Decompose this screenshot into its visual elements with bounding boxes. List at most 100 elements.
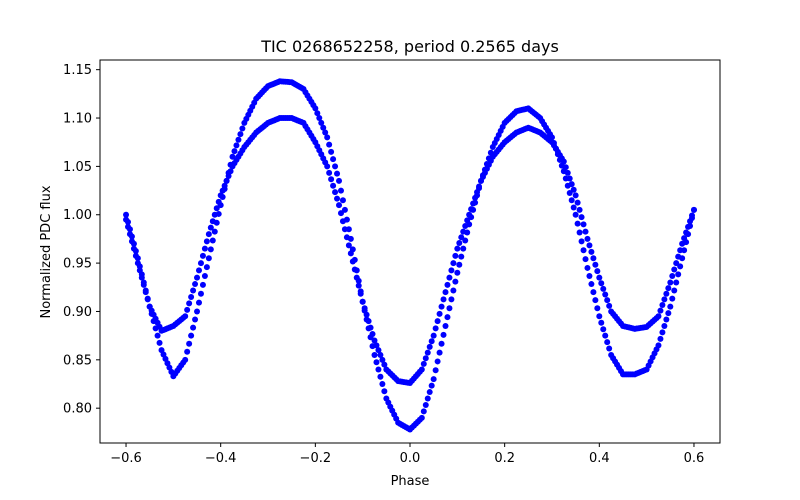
data-point-series-2 <box>142 287 149 294</box>
data-point-series-2 <box>336 177 343 184</box>
data-point-series-2 <box>126 226 133 233</box>
data-point-series-1 <box>452 252 459 259</box>
data-point-series-1 <box>604 297 611 304</box>
data-point-series-2 <box>330 156 337 163</box>
data-point-series-1 <box>207 224 214 231</box>
data-point-series-2 <box>215 210 222 217</box>
data-point-series-2 <box>454 269 461 276</box>
data-point-series-1 <box>336 202 343 209</box>
data-point-series-2 <box>477 177 484 184</box>
data-point-series-2 <box>381 388 388 395</box>
data-point-series-1 <box>192 281 199 288</box>
data-point-series-2 <box>136 263 143 270</box>
data-point-series-2 <box>231 148 238 155</box>
data-point-series-2 <box>566 189 573 196</box>
data-point-series-1 <box>659 302 666 309</box>
data-point-series-1 <box>438 303 445 310</box>
data-point-series-1 <box>188 293 195 300</box>
data-point-series-1 <box>582 228 589 235</box>
data-point-series-1 <box>430 332 437 339</box>
data-point-series-2 <box>322 129 329 136</box>
data-point-series-2 <box>345 226 352 233</box>
data-point-series-2 <box>326 141 333 148</box>
data-point-series-2 <box>353 267 360 274</box>
data-point-series-2 <box>685 231 692 238</box>
data-point-series-1 <box>667 279 674 286</box>
data-point-series-1 <box>379 356 386 363</box>
plot-area <box>99 59 721 444</box>
data-point-series-1 <box>442 289 449 296</box>
data-point-series-2 <box>197 290 204 297</box>
data-point-series-2 <box>357 288 364 295</box>
data-point-series-2 <box>237 131 244 138</box>
data-point-series-2 <box>235 136 242 143</box>
data-point-series-1 <box>436 310 443 317</box>
data-point-series-1 <box>377 351 384 358</box>
data-point-series-2 <box>424 395 431 402</box>
data-point-series-2 <box>558 162 565 169</box>
data-point-series-2 <box>655 342 662 349</box>
data-point-series-1 <box>657 307 664 314</box>
y-tick-label: 1.05 <box>63 160 92 175</box>
data-point-series-1 <box>661 296 668 303</box>
data-point-series-1 <box>665 285 672 292</box>
data-point-series-1 <box>326 169 333 176</box>
data-point-series-1 <box>588 248 595 255</box>
data-point-series-2 <box>219 194 226 201</box>
data-point-series-2 <box>606 345 613 352</box>
data-point-series-1 <box>184 306 191 313</box>
data-point-series-2 <box>657 335 664 342</box>
data-point-series-1 <box>440 296 447 303</box>
data-point-series-1 <box>432 325 439 332</box>
data-point-series-2 <box>440 331 447 338</box>
data-point-series-2 <box>223 177 230 184</box>
data-point-series-1 <box>574 199 581 206</box>
data-point-series-2 <box>552 145 559 152</box>
data-point-series-2 <box>600 326 607 333</box>
data-point-series-1 <box>424 349 431 356</box>
data-point-series-1 <box>655 313 662 320</box>
data-point-series-1 <box>671 266 678 273</box>
data-point-series-1 <box>590 255 597 262</box>
data-point-series-2 <box>312 105 319 112</box>
data-point-series-2 <box>562 175 569 182</box>
data-point-series-1 <box>594 268 601 275</box>
data-point-series-1 <box>586 242 593 249</box>
data-point-series-2 <box>140 279 147 286</box>
y-tick-label: 1.00 <box>63 208 92 223</box>
data-point-series-2 <box>584 264 591 271</box>
data-point-series-2 <box>481 166 488 173</box>
data-point-series-2 <box>554 151 561 158</box>
data-point-series-2 <box>598 319 605 326</box>
data-point-series-2 <box>430 376 437 383</box>
data-point-series-1 <box>330 182 337 189</box>
data-point-series-2 <box>677 263 684 270</box>
data-point-series-2 <box>375 366 382 373</box>
y-tick-label: 1.10 <box>63 112 92 127</box>
data-point-series-2 <box>669 295 676 302</box>
data-point-series-1 <box>598 280 605 287</box>
data-point-series-2 <box>570 204 577 211</box>
data-point-series-1 <box>381 361 388 368</box>
data-point-series-2 <box>586 273 593 279</box>
x-tick-label: −0.4 <box>205 451 237 466</box>
data-point-series-1 <box>334 195 341 202</box>
data-point-series-2 <box>227 161 234 168</box>
data-point-series-2 <box>361 307 368 314</box>
data-point-series-2 <box>448 296 455 303</box>
data-point-series-1 <box>194 274 201 281</box>
data-point-series-2 <box>462 237 469 244</box>
data-point-series-2 <box>186 340 193 347</box>
data-point-series-2 <box>211 228 218 235</box>
data-point-series-2 <box>201 273 208 279</box>
data-point-series-2 <box>450 287 457 294</box>
data-point-series-2 <box>665 310 672 317</box>
data-point-series-1 <box>600 285 607 292</box>
data-point-series-2 <box>123 211 130 218</box>
data-point-series-2 <box>460 245 467 252</box>
data-point-series-1 <box>186 300 193 307</box>
data-point-series-2 <box>456 261 463 268</box>
y-tick-label: 0.95 <box>63 257 92 272</box>
data-point-series-2 <box>432 367 439 374</box>
data-point-series-2 <box>192 316 199 323</box>
